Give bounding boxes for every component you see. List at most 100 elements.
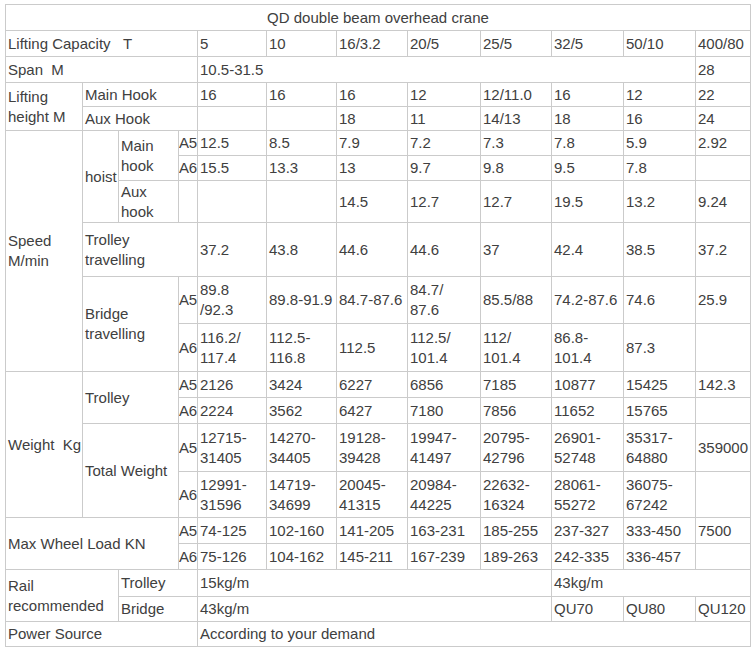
table-cell: 75-126 [198,544,267,570]
table-cell: 18 [337,107,408,131]
table-cell: 84.7/ 87.6 [408,277,481,324]
table-cell: 14270- 34405 [267,424,337,472]
table-cell: 3562 [267,398,337,424]
table-cell: 102-160 [267,518,337,544]
table-cell: QU80 [624,597,696,622]
table-cell: 20984- 44225 [408,472,481,518]
table-cell [267,181,337,223]
table-cell: 12.5 [198,131,267,156]
table-cell: 19947- 41497 [408,424,481,472]
table-cell: Total Weight [83,424,179,518]
table-cell: 74.6 [624,277,696,324]
table-cell: A6 [179,156,198,181]
table-cell: 163-231 [408,518,481,544]
table-cell: 242-335 [552,544,624,570]
table-cell: A6 [179,324,198,372]
table-cell: 16 [552,83,624,107]
table-cell: 43.8 [267,223,337,277]
table-cell: 7.9 [337,131,408,156]
table-cell: 11 [408,107,481,131]
table-cell: Lifting Capacity T [6,31,198,57]
table-cell: 25.9 [696,277,751,324]
table-cell: 5 [198,31,267,57]
table-cell: 167-239 [408,544,481,570]
table-cell: 16 [198,83,267,107]
table-cell [198,181,267,223]
table-cell: 43kg/m [552,570,751,597]
table-row: Max Wheel Load KNA574-125102-160141-2051… [6,518,751,544]
table-cell: 333-450 [624,518,696,544]
table-cell: 13 [337,156,408,181]
table-cell: 7.2 [408,131,481,156]
table-cell: 20/5 [408,31,481,57]
table-cell: 9.5 [552,156,624,181]
table-cell: 12/11.0 [481,83,552,107]
table-cell: 22 [696,83,751,107]
table-cell: 12715- 31405 [198,424,267,472]
table-cell: Max Wheel Load KN [6,518,179,570]
table-cell: Speed M/min [6,131,83,372]
table-cell: 7180 [408,398,481,424]
table-row: Aux Hook181114/13181624 [6,107,751,131]
table-cell: 9.24 [696,181,751,223]
table-cell: Aux Hook [83,107,198,131]
table-cell: 10.5-31.5 [198,57,696,83]
table-cell: 336-457 [624,544,696,570]
table-cell: 12991- 31596 [198,472,267,518]
table-cell: 15765 [624,398,696,424]
table-cell: hoist [83,131,119,223]
table-cell: A5 [179,372,198,398]
table-cell: 2126 [198,372,267,398]
table-cell: 359000 [696,424,751,472]
table-cell [179,181,198,223]
table-cell: Lifting height M [6,83,83,131]
table-cell: 13.3 [267,156,337,181]
table-cell: 12.7 [481,181,552,223]
table-cell: 15425 [624,372,696,398]
table-cell: Bridge [119,597,198,622]
table-cell: 7.8 [624,156,696,181]
table-cell [696,472,751,518]
table-cell: 7.3 [481,131,552,156]
table-cell: 36075- 67242 [624,472,696,518]
table-cell: 2224 [198,398,267,424]
table-cell: 9.8 [481,156,552,181]
table-cell: 35317- 64880 [624,424,696,472]
table-cell: Main Hook [83,83,198,107]
table-row: Speed M/minhoistMain hookA512.58.57.97.2… [6,131,751,156]
table-cell: 141-205 [337,518,408,544]
table-cell: 20045- 41315 [337,472,408,518]
table-cell: 9.7 [408,156,481,181]
table-cell: 20795- 42796 [481,424,552,472]
table-cell: 6427 [337,398,408,424]
table-cell: 16 [267,83,337,107]
crane-spec-table: QD double beam overhead craneLifting Cap… [5,4,751,647]
table-cell: A5 [179,277,198,324]
table-row: Trolley travelling37.243.844.644.63742.4… [6,223,751,277]
table-cell: 74-125 [198,518,267,544]
table-cell: 87.3 [624,324,696,372]
table-cell: 7.8 [552,131,624,156]
table-cell: 185-255 [481,518,552,544]
table-cell: A5 [179,518,198,544]
table-cell: 142.3 [696,372,751,398]
table-row: Total WeightA512715- 3140514270- 3440519… [6,424,751,472]
table-cell: A5 [179,424,198,472]
table-body: QD double beam overhead craneLifting Cap… [6,4,751,647]
table-cell: 5.9 [624,131,696,156]
table-cell: A6 [179,472,198,518]
table-row: Lifting Capacity T51016/3.220/525/532/55… [6,31,751,57]
table-row: Span M10.5-31.528 [6,57,751,83]
table-cell: QU70 [552,597,624,622]
table-cell: 50/10 [624,31,696,57]
table-cell: 84.7-87.6 [337,277,408,324]
table-cell: 11652 [552,398,624,424]
table-cell: 116.2/ 117.4 [198,324,267,372]
table-cell: QU120 [696,597,751,622]
table-cell: 38.5 [624,223,696,277]
table-cell: A6 [179,398,198,424]
table-row: Lifting height MMain Hook1616161212/11.0… [6,83,751,107]
table-cell: 15.5 [198,156,267,181]
table-cell [267,107,337,131]
table-cell: 19128- 39428 [337,424,408,472]
